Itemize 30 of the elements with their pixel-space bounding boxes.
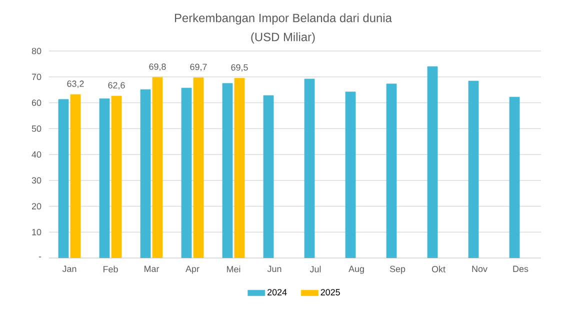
legend-label: 2024 bbox=[268, 289, 287, 296]
x-tick-label: Sep bbox=[390, 266, 406, 274]
y-tick-label: 70 bbox=[32, 74, 42, 80]
data-label: 62,6 bbox=[108, 82, 125, 90]
x-tick-label: Mar bbox=[144, 266, 160, 272]
x-tick-label: Okt bbox=[432, 266, 446, 272]
x-tick-label: Jul bbox=[310, 266, 321, 272]
y-tick-label: 30 bbox=[32, 177, 42, 184]
y-tick-label: 80 bbox=[32, 48, 42, 54]
data-label: 69,5 bbox=[231, 64, 248, 72]
x-tick-label: Jan bbox=[62, 266, 76, 272]
y-tick-label: 40 bbox=[32, 151, 42, 158]
data-label: 63,2 bbox=[67, 80, 84, 88]
x-tick-label: Aug bbox=[348, 266, 364, 274]
chart-subtitle: (USD Miliar) bbox=[251, 32, 315, 44]
y-tick-label: 50 bbox=[32, 125, 42, 132]
data-label: 69,7 bbox=[190, 64, 207, 72]
legend-label: 2025 bbox=[320, 289, 340, 296]
x-tick-label: Des bbox=[513, 266, 528, 272]
y-tick-label: 10 bbox=[32, 228, 42, 236]
x-tick-label: Apr bbox=[186, 266, 200, 274]
chart-title: Perkembangan Impor Belanda dari dunia bbox=[174, 13, 392, 25]
y-tick-label: 20 bbox=[32, 203, 42, 210]
y-tick-label: 60 bbox=[32, 100, 42, 106]
x-tick-label: Nov bbox=[472, 266, 488, 272]
x-tick-label: Feb bbox=[104, 266, 118, 272]
x-tick-label: Mei bbox=[227, 266, 240, 272]
data-label: 69,8 bbox=[149, 63, 166, 71]
y-tick-label: - bbox=[38, 256, 42, 258]
x-tick-label: Jun bbox=[267, 266, 282, 272]
